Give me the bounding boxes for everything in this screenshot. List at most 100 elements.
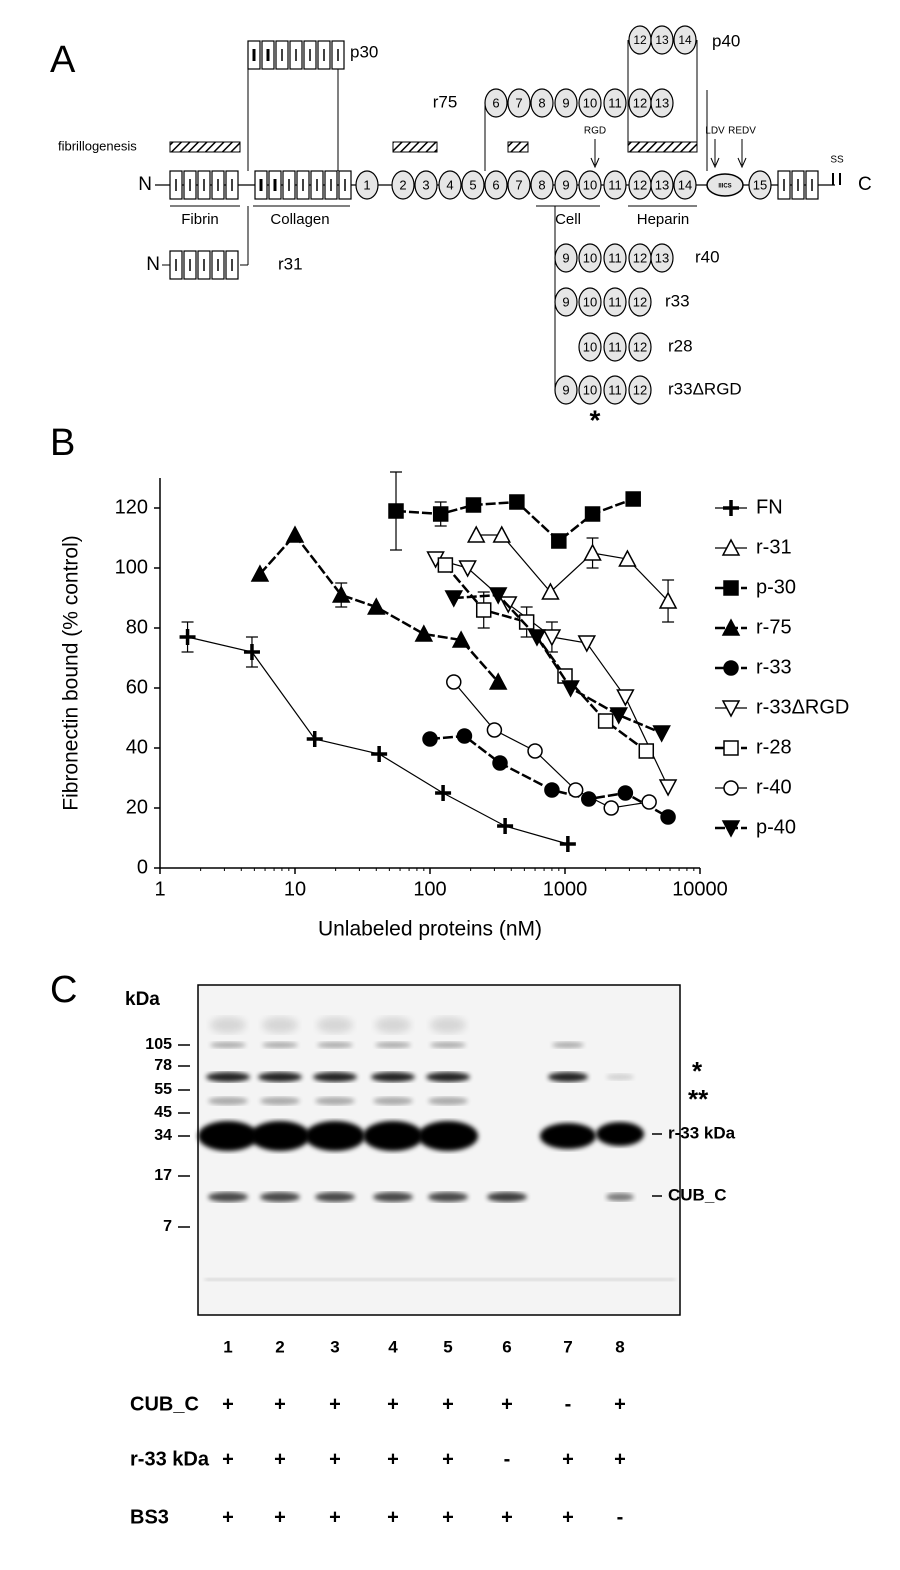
gel-band [487,1192,527,1202]
gel-band [373,1097,413,1105]
marker [544,782,560,798]
condition-sign: - [617,1506,624,1528]
y-tick-label: 120 [115,496,148,518]
module-number: 12 [633,294,647,309]
module-number: 8 [538,95,545,110]
y-tick-label: 80 [126,616,148,638]
marker [658,779,678,797]
marker [603,800,619,816]
marker [306,731,323,747]
marker [597,713,614,729]
module-number: 3 [422,177,429,192]
marker [250,564,270,582]
marker [488,672,508,690]
module-number: 7 [515,177,522,192]
gel-band [548,1072,588,1082]
legend-label: FN [756,496,783,518]
marker [723,500,739,516]
module-number: 14 [678,33,692,47]
condition-sign: + [562,1448,574,1470]
marker [435,785,452,801]
condition-sign: + [501,1506,513,1528]
band-label: * [692,1056,703,1086]
arrow-head [737,157,747,169]
module-number: 12 [633,177,647,192]
marker [527,743,543,759]
gel-band [206,1072,250,1082]
fragment-label: p40 [712,31,740,50]
gel-band [373,1192,413,1202]
marker [492,525,511,543]
module-number: 12 [633,339,647,354]
module-number: 4 [446,177,453,192]
type-iii-module [603,375,627,405]
marker-label: 17 [154,1167,172,1184]
marker [567,782,584,798]
condition-sign: + [387,1393,399,1415]
type-iii-module [650,243,674,273]
type-iii-module [603,170,627,200]
y-tick-label: 100 [115,556,148,578]
marker [721,538,741,556]
type-iii-module [554,287,578,317]
gel-band [596,1122,644,1146]
domain-label: Collagen [270,211,329,228]
type-iii-module [554,243,578,273]
marker [488,587,508,605]
gel-band [315,1097,355,1105]
marker [437,557,454,573]
site-label: LDV [705,126,725,137]
condition-sign: + [501,1393,513,1415]
module-number: 13 [655,250,669,265]
marker [458,560,477,578]
marker-label: 78 [154,1057,172,1074]
marker [723,740,739,756]
lane-number: 5 [443,1337,452,1356]
marker-shape [497,818,514,834]
condition-sign: + [329,1506,341,1528]
gel-band [540,1123,596,1149]
gel-band [430,1017,466,1033]
fibrillogenesis-label: fibrillogenesis [58,138,137,153]
marker [492,755,508,771]
type-iii-module [530,88,554,118]
type-iii-module [578,332,602,362]
module-number: 10 [583,382,597,397]
panel-label: C [50,969,77,1011]
module-number: 15 [753,177,767,192]
module-number: 6 [492,95,499,110]
lane-number: 6 [502,1337,511,1356]
marker [616,689,635,707]
gel-band [375,1042,411,1048]
type-iii-module [554,170,578,200]
type-iii-module [554,88,578,118]
condition-sign: + [222,1393,234,1415]
module-number: 8 [538,177,545,192]
module-number: 10 [583,294,597,309]
module-number: 9 [562,250,569,265]
type-iii-module [507,170,531,200]
gel-band [262,1017,298,1033]
x-tick-label: 10 [284,878,306,900]
x-tick-label: 1 [154,878,165,900]
module-number: 2 [399,177,406,192]
marker [179,629,196,645]
type-iii-module [578,88,602,118]
type-iii-module [673,25,697,55]
marker [583,543,602,561]
type-iii-module [530,170,554,200]
module-number: 12 [633,382,647,397]
gel-band [198,1121,258,1151]
marker-label: 105 [145,1036,172,1053]
condition-label: CUB_C [130,1393,199,1415]
type-iii-module [554,375,578,405]
fibrillogenesis-region [392,141,438,153]
condition-sign: + [329,1393,341,1415]
marker [638,743,655,759]
gel-background-line [205,1278,675,1281]
marker [432,506,449,522]
gel-band [208,1097,248,1105]
module-number: 1 [363,177,370,192]
n-terminus: N [146,254,160,275]
module-number: 9 [562,177,569,192]
